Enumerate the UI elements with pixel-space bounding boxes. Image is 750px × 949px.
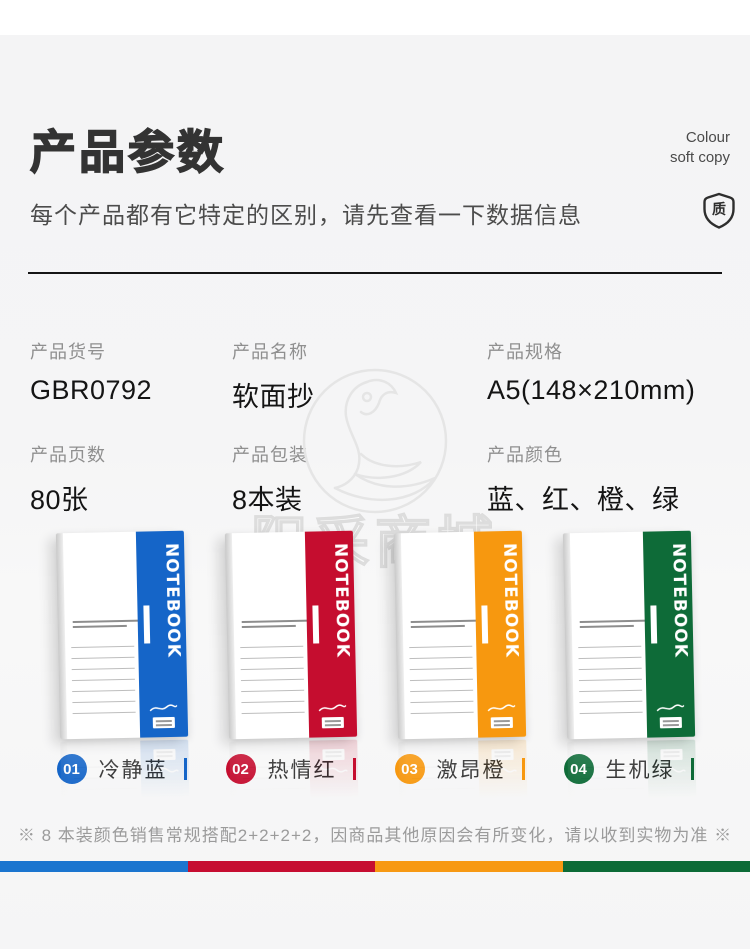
notebook-cover: NOTEBOOK <box>224 530 357 740</box>
quality-badge-char: 质 <box>712 201 726 217</box>
spec-label: 产品规格 <box>487 342 563 362</box>
color-label: 01 冷静蓝 <box>56 754 187 784</box>
color-label: 04 生机绿 <box>563 754 694 784</box>
ruled-lines <box>239 635 305 725</box>
band-accent-bar <box>480 605 488 644</box>
subtitle: 每个产品都有它特定的区别，请先查看一下数据信息 <box>30 202 582 228</box>
disclaimer-note: ※ 8 本装颜色销售常规搭配2+2+2+2，因商品其他原因会有所变化，请以收到实… <box>17 826 733 845</box>
color-tick-bar <box>183 758 187 780</box>
stripe-segment-blue <box>0 861 188 872</box>
product-card-blue: NOTEBOOK 01 冷静蓝 <box>37 530 206 784</box>
notebook-cover: NOTEBOOK <box>55 530 188 740</box>
spec-label: 产品颜色 <box>487 445 563 465</box>
quality-shield-icon: 质 <box>703 192 735 229</box>
cover-tagline-lines <box>241 619 308 631</box>
cover-tagline-lines <box>72 619 139 631</box>
spec-label: 产品名称 <box>232 342 308 362</box>
color-tick-bar <box>352 758 356 780</box>
ruled-lines <box>577 635 643 725</box>
product-card-green: NOTEBOOK 04 生机绿 <box>544 530 713 784</box>
spec-value: A5(148×210mm) <box>487 375 696 405</box>
cover-color-band: NOTEBOOK <box>135 530 188 738</box>
product-card-orange: NOTEBOOK 03 激昂橙 <box>375 530 544 784</box>
color-label: 03 激昂橙 <box>394 754 525 784</box>
color-name: 激昂橙 <box>436 759 506 782</box>
color-tick-bar <box>521 758 525 780</box>
spec-item-packing: 产品包装 8本装 <box>232 441 487 517</box>
stripe-segment-red <box>187 861 375 872</box>
color-label: 02 热情红 <box>225 754 356 784</box>
brand-script-logo <box>656 704 684 712</box>
band-accent-bar <box>142 605 150 644</box>
cover-color-band: NOTEBOOK <box>473 530 526 738</box>
spec-item-pages: 产品页数 80张 <box>30 441 232 517</box>
color-index-badge: 03 <box>394 754 425 784</box>
color-index-badge: 04 <box>563 754 594 784</box>
brand-script-logo <box>149 704 177 712</box>
cover-tagline-lines <box>579 619 646 631</box>
notebook-spine <box>55 533 67 740</box>
spec-label: 产品包装 <box>232 445 308 465</box>
spec-item-colors: 产品颜色 蓝、红、橙、绿 <box>487 441 722 517</box>
bottom-color-stripe <box>0 861 750 872</box>
cover-label-box <box>152 716 175 729</box>
corner-note-line1: Colour <box>685 129 730 146</box>
notebook-spine <box>393 533 405 740</box>
spec-item-sku: 产品货号 GBR0792 <box>30 338 232 414</box>
notebook-spine <box>224 533 236 740</box>
spec-grid: 产品货号 GBR0792 产品名称 软面抄 产品规格 A5(148×210mm)… <box>30 338 722 517</box>
product-card-red: NOTEBOOK 02 热情红 <box>206 530 375 784</box>
spec-value: 蓝、红、橙、绿 <box>487 485 680 515</box>
spec-label: 产品页数 <box>30 445 106 465</box>
color-name: 生机绿 <box>605 759 675 782</box>
cover-tagline-lines <box>410 619 477 631</box>
brand-script-logo <box>318 704 346 712</box>
cover-color-band: NOTEBOOK <box>304 530 357 738</box>
page-title: 产品参数 <box>29 124 226 180</box>
spec-item-size: 产品规格 A5(148×210mm) <box>487 338 722 414</box>
notebook-wordmark: NOTEBOOK <box>329 542 352 659</box>
ruled-lines <box>408 635 474 725</box>
corner-note: Colour soft copy <box>670 128 730 168</box>
cover-label-box <box>321 716 344 729</box>
section-divider <box>28 272 722 274</box>
notebook-wordmark: NOTEBOOK <box>498 542 521 659</box>
band-accent-bar <box>311 605 319 644</box>
notebook-spine <box>562 533 574 740</box>
spec-item-name: 产品名称 软面抄 <box>232 338 487 414</box>
notebook-cover: NOTEBOOK <box>393 530 526 740</box>
color-index-badge: 02 <box>225 754 256 784</box>
spec-value: 软面抄 <box>232 382 315 412</box>
spec-value: 8本装 <box>232 485 303 515</box>
color-tick-bar <box>690 758 694 780</box>
stripe-segment-orange <box>375 861 563 872</box>
notebook-wordmark: NOTEBOOK <box>160 542 183 659</box>
spec-value: GBR0792 <box>30 375 153 405</box>
band-accent-bar <box>649 605 657 644</box>
notebook-wordmark: NOTEBOOK <box>667 542 690 659</box>
corner-note-line2: soft copy <box>669 149 730 166</box>
spec-label: 产品货号 <box>30 342 106 362</box>
stripe-segment-green <box>562 861 750 872</box>
cover-label-box <box>659 716 682 729</box>
cover-label-box <box>490 716 513 729</box>
color-name: 冷静蓝 <box>98 759 168 782</box>
ruled-lines <box>70 635 136 725</box>
color-index-badge: 01 <box>56 754 87 784</box>
notebook-cover: NOTEBOOK <box>562 530 695 740</box>
brand-script-logo <box>487 704 515 712</box>
product-color-lineup: NOTEBOOK 01 冷静蓝 NOTEBOOK <box>37 530 713 784</box>
spec-value: 80张 <box>30 485 89 515</box>
color-name: 热情红 <box>267 759 337 782</box>
cover-color-band: NOTEBOOK <box>642 530 695 738</box>
